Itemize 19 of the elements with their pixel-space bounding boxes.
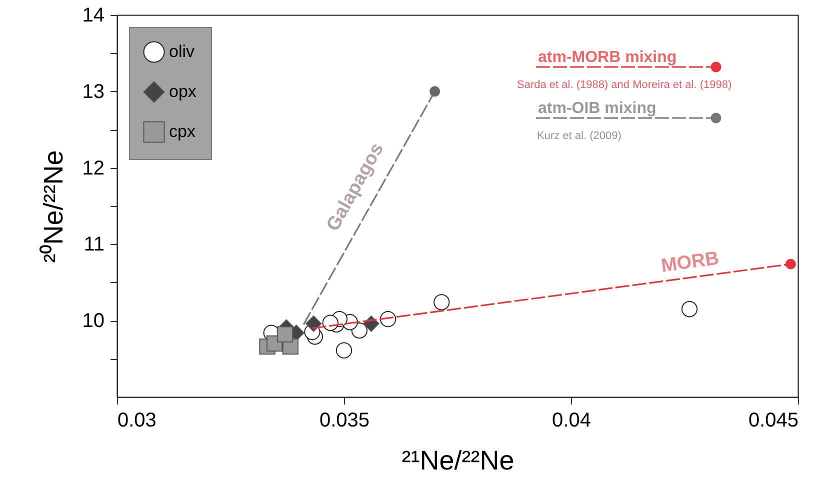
text: atm-OIB mixing [538, 100, 656, 117]
annotation: MORB [660, 248, 720, 277]
x-tick-label: 0.03 [118, 410, 156, 432]
text: atm-MORB mixing [538, 49, 677, 66]
annotation: Kurz et al. (2009) [537, 130, 622, 142]
x-axis-title: ²¹Ne/²²Ne [402, 446, 514, 476]
y-tick-label: 14 [82, 4, 104, 26]
legend-label: cpx [169, 122, 196, 141]
y-axis-title: ²⁰Ne/²²Ne [38, 150, 68, 263]
legend-label: oliv [169, 42, 196, 61]
y-tick-label: 13 [82, 80, 104, 103]
y-tick-label: 10 [82, 310, 104, 332]
x-tick-label: 0.04 [552, 410, 591, 432]
y-tick-label: 11 [84, 234, 104, 256]
x-tick-label: 0.045 [748, 410, 798, 432]
y-tick-label: 12 [82, 157, 104, 180]
x-tick-label: 0.035 [319, 410, 370, 432]
legend-label: opx [169, 82, 197, 101]
annotation: Sarda et al. (1988) and Moreira et al. (1998) [517, 79, 732, 91]
